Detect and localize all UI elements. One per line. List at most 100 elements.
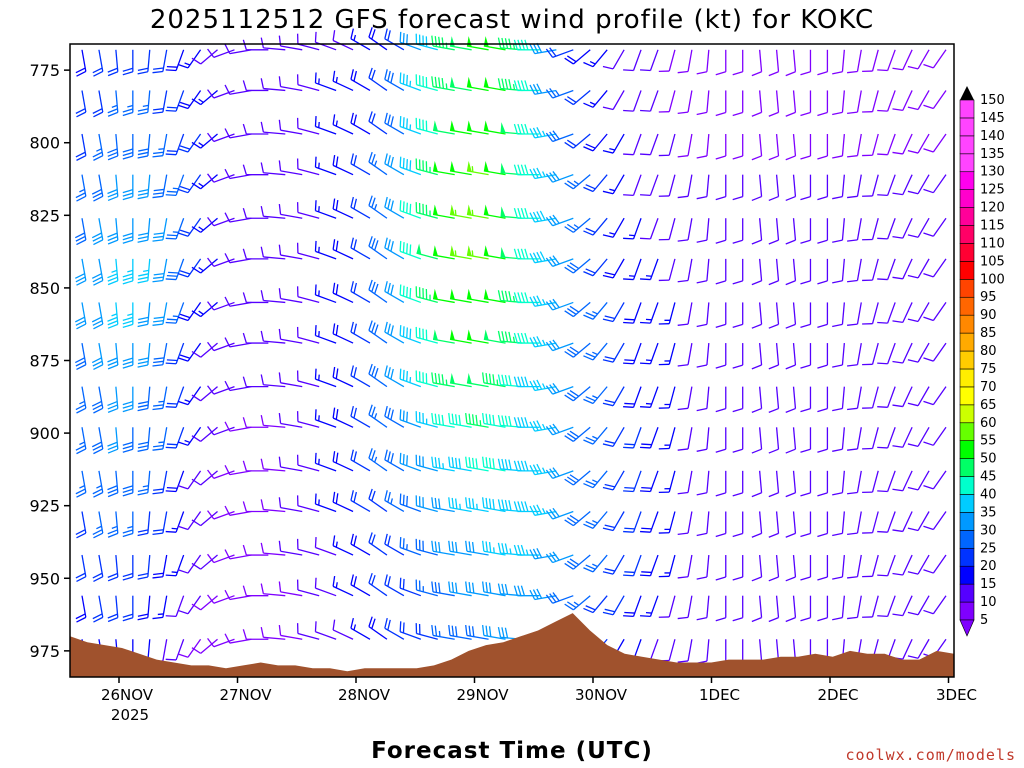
barb-full-feather [314,493,317,505]
barb-full-feather [76,407,87,414]
barb-full-feather [751,323,762,329]
wind-barb [513,248,540,260]
wind-barb [602,258,625,279]
barb-full-feather [524,501,529,512]
barb-staff [147,343,151,366]
barb-full-feather [191,562,202,570]
wind-barb [862,133,879,157]
barb-full-feather [332,70,336,82]
wind-barb [278,413,303,428]
wind-barb [332,451,354,472]
barb-full-feather [137,492,148,496]
barb-full-feather [715,280,726,285]
wind-barb [545,423,574,436]
barb-full-feather [768,155,779,161]
barb-full-feather [552,383,560,393]
barb-full-feather [800,196,811,201]
wind-barb [224,465,252,476]
barb-full-feather [602,318,614,323]
barb-staff [841,90,846,113]
wind-barb [800,302,812,329]
colorbar-tick-label: 85 [980,326,997,341]
barb-flag [483,245,489,256]
barb-full-feather [350,28,354,39]
barb-staff [399,82,422,92]
barb-full-feather [877,406,888,408]
wind-barb [923,470,947,490]
barb-full-feather [242,292,247,303]
barb-staff [175,302,185,324]
barb-full-feather [513,80,519,91]
wind-barb [350,281,371,303]
barb-full-feather [152,239,163,242]
barb-full-feather [137,404,149,408]
barb-full-feather [715,448,726,453]
wind-barb [583,426,608,445]
barb-flag [466,160,472,172]
wind-barb [785,386,797,414]
barb-staff [887,49,896,71]
wind-barb [497,499,523,513]
x-tick-label: 27NOV [219,686,272,704]
barb-full-feather [877,153,888,156]
barb-staff [902,342,913,364]
barb-full-feather [785,323,796,329]
barb-half-feather [592,310,598,315]
barb-staff [175,342,185,364]
barb-staff [162,218,168,240]
barb-full-feather [92,151,103,158]
barb-staff [399,378,422,388]
wind-barb [907,217,930,238]
barb-full-feather [564,182,574,190]
wind-barb [715,595,727,622]
barb-staff [612,595,625,616]
wind-barb [785,133,797,161]
barb-full-feather [832,195,843,200]
barb-full-feather [371,490,376,502]
wind-barb [465,497,489,513]
wind-barb [92,511,104,539]
x-year-label: 2025 [111,706,149,724]
barb-staff [792,302,797,325]
barb-full-feather [207,341,215,351]
barb-full-feather [640,406,651,408]
barb-full-feather [566,476,577,484]
barb-full-feather [350,69,354,80]
x-tick-label: 28NOV [338,686,391,704]
wind-barb [384,533,405,556]
wind-barb [432,245,455,260]
barb-full-feather [92,444,103,451]
barb-full-feather [532,420,539,431]
barb-flag [449,204,455,216]
barb-full-feather [387,451,391,462]
barb-full-feather [832,323,843,328]
barb-full-feather [549,340,557,350]
barb-full-feather [207,257,215,267]
barb-full-feather [564,394,574,402]
wind-barb [107,302,119,329]
barb-full-feather [177,441,189,446]
barb-full-feather [107,67,118,73]
barb-flag [449,245,455,256]
barb-full-feather [847,195,858,199]
barb-full-feather [482,372,485,383]
barb-full-feather [384,69,388,80]
barb-staff [432,85,455,92]
wind-barb [260,246,286,260]
barb-staff [871,49,879,72]
barb-full-feather [371,69,376,81]
barb-full-feather [529,212,536,223]
barb-full-feather [504,459,509,470]
barb-full-feather [520,585,526,596]
barb-full-feather [332,30,336,41]
barb-staff [81,302,87,325]
barb-half-feather [496,379,499,386]
wind-barb [91,302,104,330]
wind-barb [677,49,693,74]
wind-barb [877,133,896,156]
wind-barb [602,426,625,447]
wind-barb [623,342,642,365]
barb-full-feather [75,276,86,283]
barb-full-feather [677,616,689,620]
barb-staff [350,543,371,556]
